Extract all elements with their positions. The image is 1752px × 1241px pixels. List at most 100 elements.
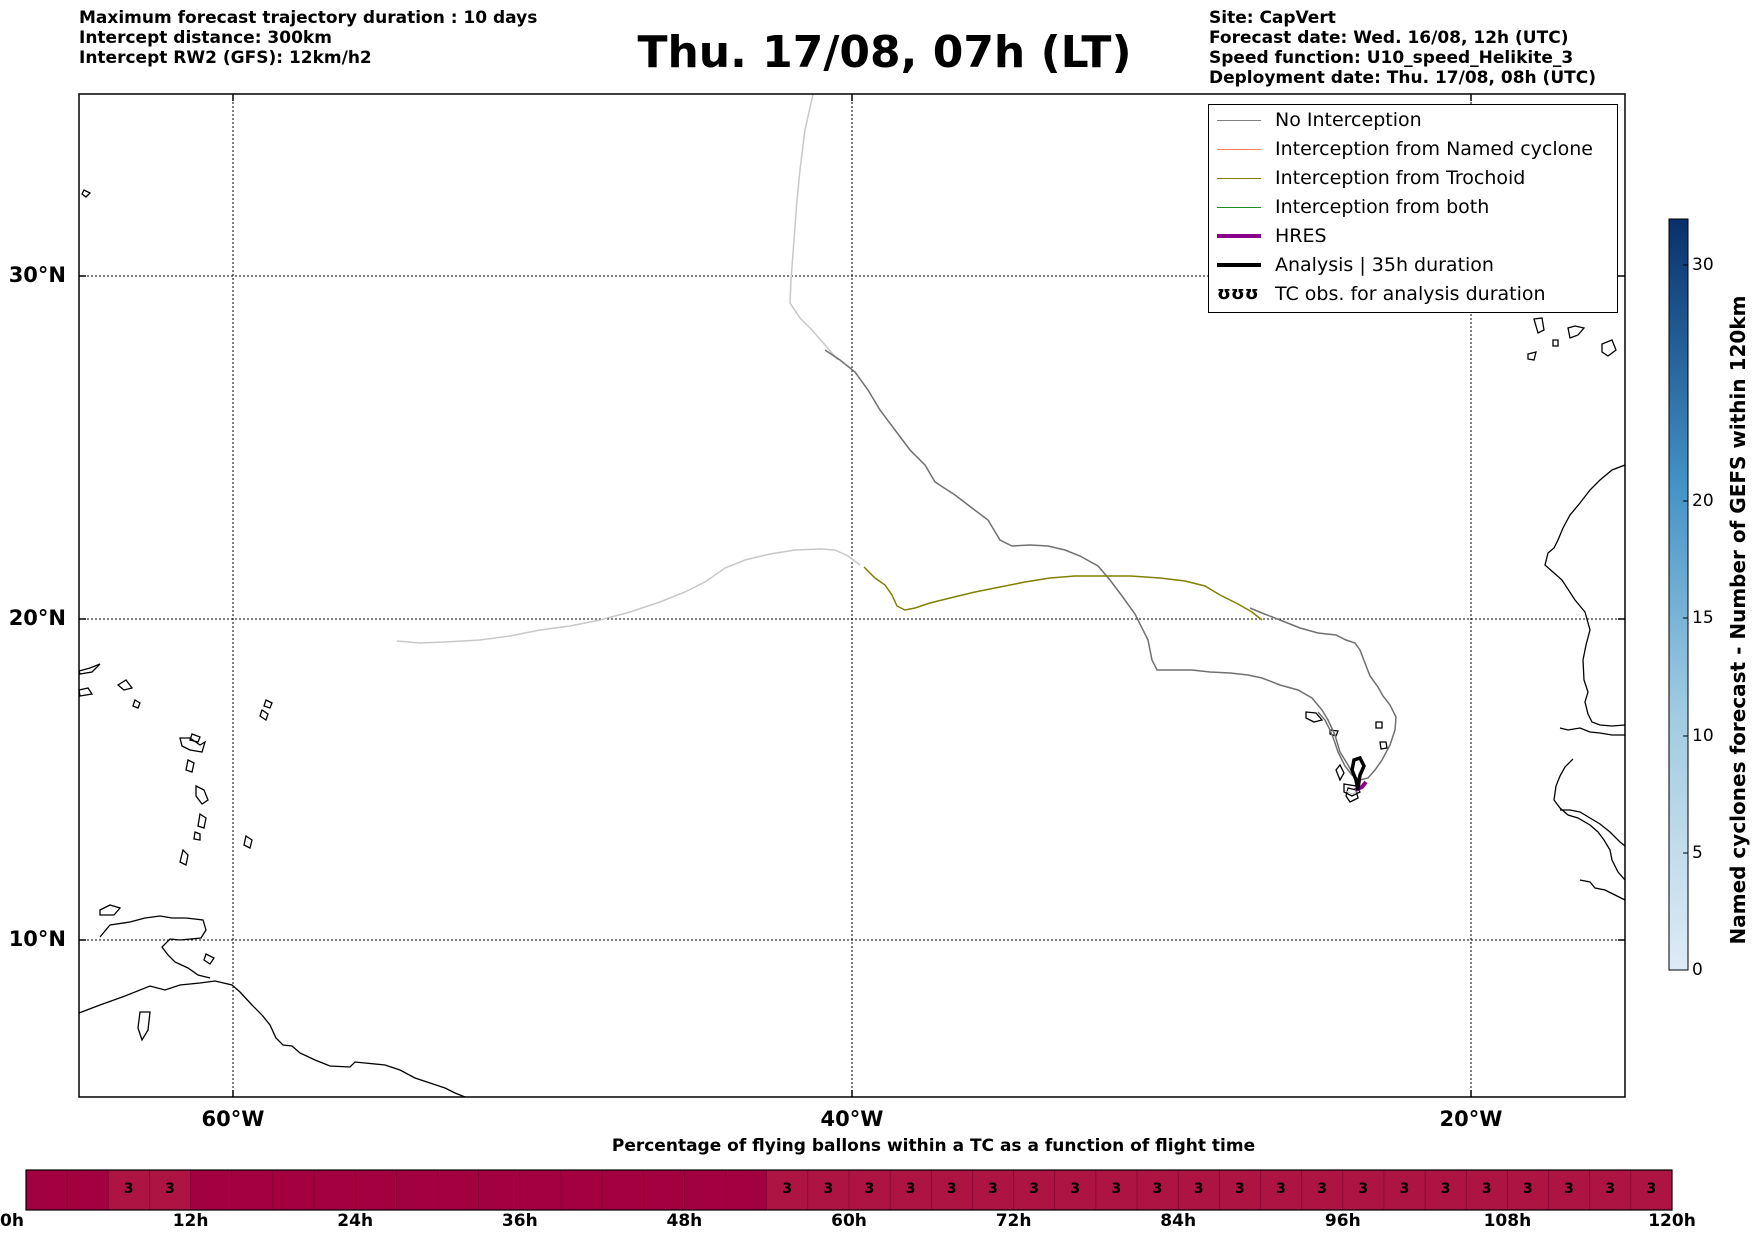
timeline-tick-label: 72h	[995, 1211, 1032, 1231]
lat-label-10n: 10°N	[8, 927, 66, 951]
coastline-west-africa	[1553, 758, 1625, 881]
timeline-cell-label: 3	[1564, 1181, 1574, 1197]
island-11	[116, 679, 134, 691]
timeline-bar	[25, 1169, 1673, 1211]
legend-item-named-cyclone: Interception from Named cyclone	[1217, 136, 1593, 162]
lat-label-20n: 20°N	[8, 606, 66, 630]
timeline-tick-label: 84h	[1160, 1211, 1197, 1231]
lat-label-30n: 30°N	[8, 263, 66, 287]
legend-swatch	[1217, 148, 1261, 150]
colorbar-label: Named cyclones forecast - Number of GEFS…	[1726, 296, 1750, 945]
island-8	[243, 834, 253, 849]
timeline-cell-label: 3	[1399, 1181, 1410, 1197]
map-axis-ticks	[79, 94, 1625, 1097]
legend-item-no-interception: No Interception	[1217, 107, 1422, 133]
timeline-cell-label: 3	[1317, 1181, 1328, 1197]
island-10	[81, 189, 92, 198]
header-forecast-date: Forecast date: Wed. 16/08, 12h (UTC)	[1209, 28, 1569, 48]
island-15	[203, 953, 215, 965]
island-4	[195, 784, 209, 805]
canary-5	[1552, 339, 1559, 347]
lon-label-20w: 20°W	[1439, 1107, 1503, 1131]
canary-4	[1527, 351, 1537, 361]
timeline-cell-label: 3	[165, 1181, 175, 1197]
header-info-right: Site: CapVert Forecast date: Wed. 16/08,…	[1209, 8, 1596, 88]
legend-label: Interception from Trochoid	[1275, 167, 1526, 189]
legend-label: TC obs. for analysis duration	[1275, 283, 1546, 305]
capeverde-5	[1335, 763, 1345, 782]
island-2	[179, 737, 207, 753]
legend-item-trochoid: Interception from Trochoid	[1217, 165, 1525, 191]
timeline-tick-label: 0h	[0, 1211, 24, 1231]
island-7	[179, 848, 189, 866]
trajectory-light-south	[1344, 789, 1359, 795]
header-deployment-date: Deployment date: Thu. 17/08, 08h (UTC)	[1209, 68, 1596, 88]
timeline-cell-label: 3	[1276, 1181, 1286, 1197]
header-max-duration: Maximum forecast trajectory duration : 1…	[79, 8, 538, 28]
timeline-cell-label: 3	[782, 1181, 793, 1197]
legend-swatch	[1217, 206, 1261, 208]
legend-swatch	[1217, 119, 1261, 121]
island-13	[263, 699, 273, 709]
capeverde-4	[1379, 741, 1388, 750]
timeline-title: Percentage of flying ballons within a TC…	[611, 1136, 1256, 1156]
header-intercept-rw2: Intercept RW2 (GFS): 12km/h2	[79, 48, 372, 68]
map-legend: No Interception Interception from Named …	[1208, 104, 1618, 313]
colorbar-label-text: Named cyclones forecast - Number of GEFS…	[1726, 295, 1750, 945]
island-5	[197, 812, 207, 829]
timeline-cell-label: 3	[1481, 1181, 1492, 1197]
capeverde-1	[1305, 711, 1324, 723]
header-speed-function: Speed function: U10_speed_Helikite_3	[1209, 48, 1574, 68]
coastlines	[79, 189, 1625, 1097]
legend-item-hres: HRES	[1217, 223, 1327, 249]
colorbar-tick: 30	[1692, 255, 1714, 275]
island-12	[132, 699, 141, 709]
legend-label: No Interception	[1275, 109, 1422, 131]
coastline-bijagos	[1579, 879, 1625, 901]
colorbar-tick: 0	[1692, 960, 1703, 980]
timeline-cell-label: 3	[1234, 1181, 1245, 1197]
capeverde-7	[1345, 787, 1359, 803]
coastline-caribbean-1	[79, 663, 101, 675]
timeline-cell-label: 3	[1193, 1181, 1204, 1197]
capeverde-6	[1343, 783, 1361, 797]
timeline-cell-label: 3	[823, 1181, 834, 1197]
coastline-senegal	[1559, 727, 1625, 736]
timeline-cell-label: 3	[1646, 1181, 1657, 1197]
colorbar-ticks	[1683, 264, 1688, 854]
canary-1	[1533, 317, 1545, 334]
island-9	[99, 904, 122, 916]
island-6	[193, 831, 201, 841]
header-site: Site: CapVert	[1209, 8, 1336, 28]
trajectory-no-interception-east	[1249, 607, 1397, 781]
page-title: Thu. 17/08, 07h (LT)	[637, 27, 1132, 78]
timeline-cell-label: 3	[1523, 1181, 1533, 1197]
legend-swatch	[1217, 263, 1261, 267]
timeline-cell-label: 3	[1029, 1181, 1039, 1197]
timeline-cell-label: 3	[1358, 1181, 1369, 1197]
colorbar-tick: 10	[1692, 726, 1714, 746]
legend-item-analysis: Analysis | 35h duration	[1217, 252, 1494, 278]
coastline-west-africa-2	[1560, 809, 1625, 847]
timeline-cell-label: 3	[1440, 1181, 1451, 1197]
timeline-cell-label: 3	[123, 1181, 134, 1197]
timeline-tick-label: 24h	[337, 1211, 374, 1231]
trajectories	[396, 94, 1397, 795]
island-3	[185, 759, 195, 773]
lon-label-40w: 40°W	[820, 1107, 884, 1131]
legend-label: Interception from both	[1275, 196, 1490, 218]
colorbar-tick: 5	[1692, 843, 1703, 863]
timeline-cell-label: 3	[988, 1181, 998, 1197]
trajectory-no-interception-north	[824, 349, 1361, 781]
coastline-caribbean-2	[79, 687, 94, 697]
trajectory-light-west	[396, 548, 861, 644]
trajectory-no-interception-west	[1317, 711, 1361, 781]
island-trinidad	[137, 1011, 151, 1042]
trajectory-light-north	[789, 94, 839, 361]
canary-2	[1567, 325, 1586, 339]
legend-item-tc-obs: ʊʊʊ TC obs. for analysis duration	[1217, 281, 1546, 307]
legend-label: Analysis | 35h duration	[1275, 254, 1494, 276]
timeline-tick-label: 48h	[666, 1211, 703, 1231]
trajectory-analysis	[1350, 755, 1366, 791]
coastline-africa	[1544, 464, 1625, 727]
